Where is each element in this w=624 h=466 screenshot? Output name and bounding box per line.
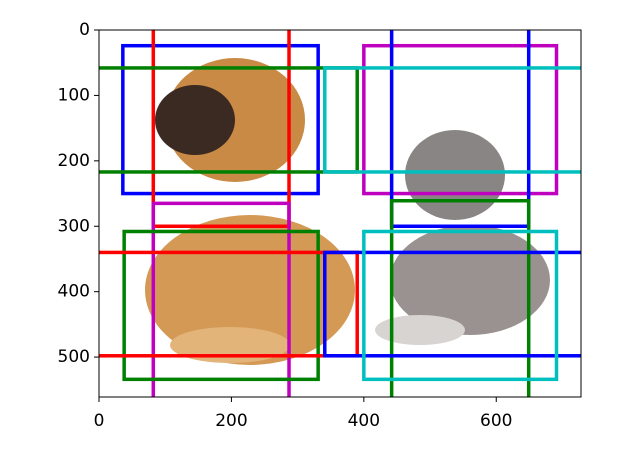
- x-tick-label: 600: [480, 411, 512, 431]
- anchor-box: [99, 66, 359, 174]
- y-tick-label: 0: [79, 20, 90, 40]
- anchor-box: [99, 250, 359, 358]
- x-tick-label: 400: [348, 411, 380, 431]
- anchor-box: [121, 43, 320, 196]
- anchor-box: [362, 43, 559, 196]
- y-tick-label: 500: [58, 347, 90, 367]
- y-tick-label: 100: [58, 85, 90, 105]
- anchor-box: [122, 229, 320, 382]
- anchor-box: [389, 30, 531, 229]
- anchor-box: [362, 229, 559, 382]
- anchor-box: [389, 198, 531, 397]
- anchor-box: [151, 30, 291, 229]
- boxes: [99, 30, 581, 397]
- y-tick-label: 300: [58, 216, 90, 236]
- x-tick-label: 0: [94, 411, 105, 431]
- axes-frame: [98, 29, 582, 398]
- anchor-box: [151, 201, 291, 397]
- photo: [145, 58, 550, 365]
- y-tick-label: 200: [58, 151, 90, 171]
- anchor-box: [323, 66, 581, 174]
- anchor-box: [323, 250, 581, 358]
- x-tick-label: 200: [215, 411, 247, 431]
- y-tick-label: 400: [58, 282, 90, 302]
